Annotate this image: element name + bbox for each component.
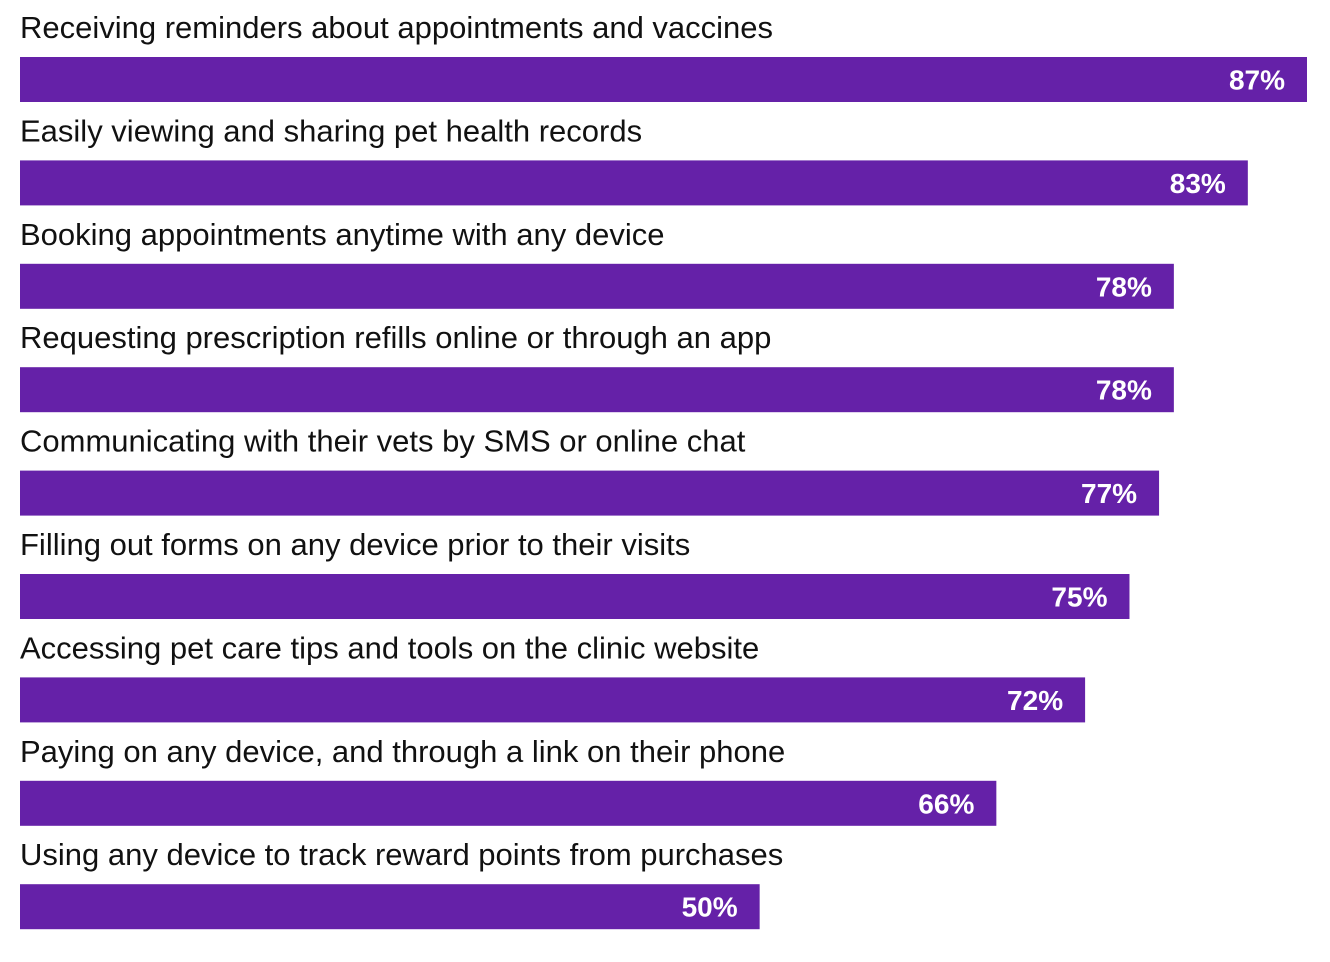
bar-value-label: 75% [1051, 582, 1107, 613]
bar-value-label: 77% [1081, 478, 1137, 509]
bar [20, 470, 1160, 516]
category-label: Accessing pet care tips and tools on the… [20, 630, 759, 665]
category-label: Filling out forms on any device prior to… [20, 527, 690, 562]
category-label: Requesting prescription refills online o… [20, 320, 771, 355]
category-label: Booking appointments anytime with any de… [20, 217, 664, 252]
bar-value-label: 72% [1007, 685, 1063, 716]
bar [20, 677, 1086, 723]
bar-value-label: 78% [1096, 271, 1152, 302]
bars-layer: Receiving reminders about appointments a… [20, 10, 1307, 930]
bar-value-label: 50% [682, 892, 738, 923]
bar-value-label: 87% [1229, 65, 1285, 96]
bar [20, 160, 1248, 206]
category-label: Communicating with their vets by SMS or … [20, 424, 746, 459]
bar [20, 574, 1130, 619]
category-label: Using any device to track reward points … [20, 837, 783, 872]
bar [20, 367, 1174, 413]
bar [20, 57, 1307, 102]
bar [20, 884, 760, 930]
bar-value-label: 83% [1170, 168, 1226, 199]
category-label: Receiving reminders about appointments a… [20, 10, 773, 45]
bar [20, 263, 1174, 309]
category-label: Paying on any device, and through a link… [20, 734, 785, 769]
bar-value-label: 78% [1096, 375, 1152, 406]
bar-value-label: 66% [918, 788, 974, 819]
category-label: Easily viewing and sharing pet health re… [20, 113, 642, 148]
bar [20, 780, 997, 826]
